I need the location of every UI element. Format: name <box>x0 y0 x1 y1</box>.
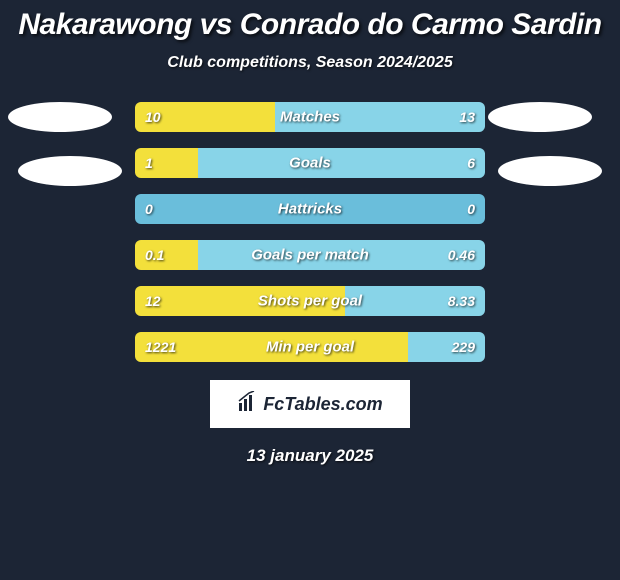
stat-row: 0.1 0.46 Goals per match <box>135 240 485 270</box>
stat-label: Goals per match <box>251 247 369 264</box>
stat-value-right: 0.46 <box>448 247 475 263</box>
stat-value-left: 1221 <box>145 339 176 355</box>
stat-label: Shots per goal <box>258 293 362 310</box>
player-left-avatar-2 <box>18 156 122 186</box>
stat-value-right: 13 <box>459 109 475 125</box>
player-right-avatar-1 <box>488 102 592 132</box>
stat-value-right: 6 <box>467 155 475 171</box>
logo-text: FcTables.com <box>263 394 382 415</box>
stat-row: 0 0 Hattricks <box>135 194 485 224</box>
chart-icon <box>237 391 259 418</box>
stat-value-right: 0 <box>467 201 475 217</box>
stat-value-left: 1 <box>145 155 153 171</box>
stat-row: 10 13 Matches <box>135 102 485 132</box>
stat-label: Min per goal <box>266 339 354 356</box>
stat-row: 1221 229 Min per goal <box>135 332 485 362</box>
fctables-logo[interactable]: FcTables.com <box>210 380 410 428</box>
stat-row: 1 6 Goals <box>135 148 485 178</box>
player-right-avatar-2 <box>498 156 602 186</box>
stat-label: Hattricks <box>278 201 342 218</box>
comparison-title: Nakarawong vs Conrado do Carmo Sardin <box>0 0 620 42</box>
stat-row: 12 8.33 Shots per goal <box>135 286 485 316</box>
stat-value-left: 12 <box>145 293 161 309</box>
stat-value-right: 229 <box>452 339 475 355</box>
chart-area: 10 13 Matches 1 6 Goals 0 0 Hattricks 0.1 0.46 Goal… <box>0 102 620 362</box>
stat-label: Matches <box>280 109 340 126</box>
stat-bar-right <box>198 148 485 178</box>
stat-value-left: 10 <box>145 109 161 125</box>
stat-label: Goals <box>289 155 331 172</box>
stat-value-left: 0 <box>145 201 153 217</box>
snapshot-date: 13 january 2025 <box>0 446 620 466</box>
stat-value-right: 8.33 <box>448 293 475 309</box>
stat-value-left: 0.1 <box>145 247 164 263</box>
comparison-subtitle: Club competitions, Season 2024/2025 <box>0 54 620 72</box>
player-left-avatar-1 <box>8 102 112 132</box>
